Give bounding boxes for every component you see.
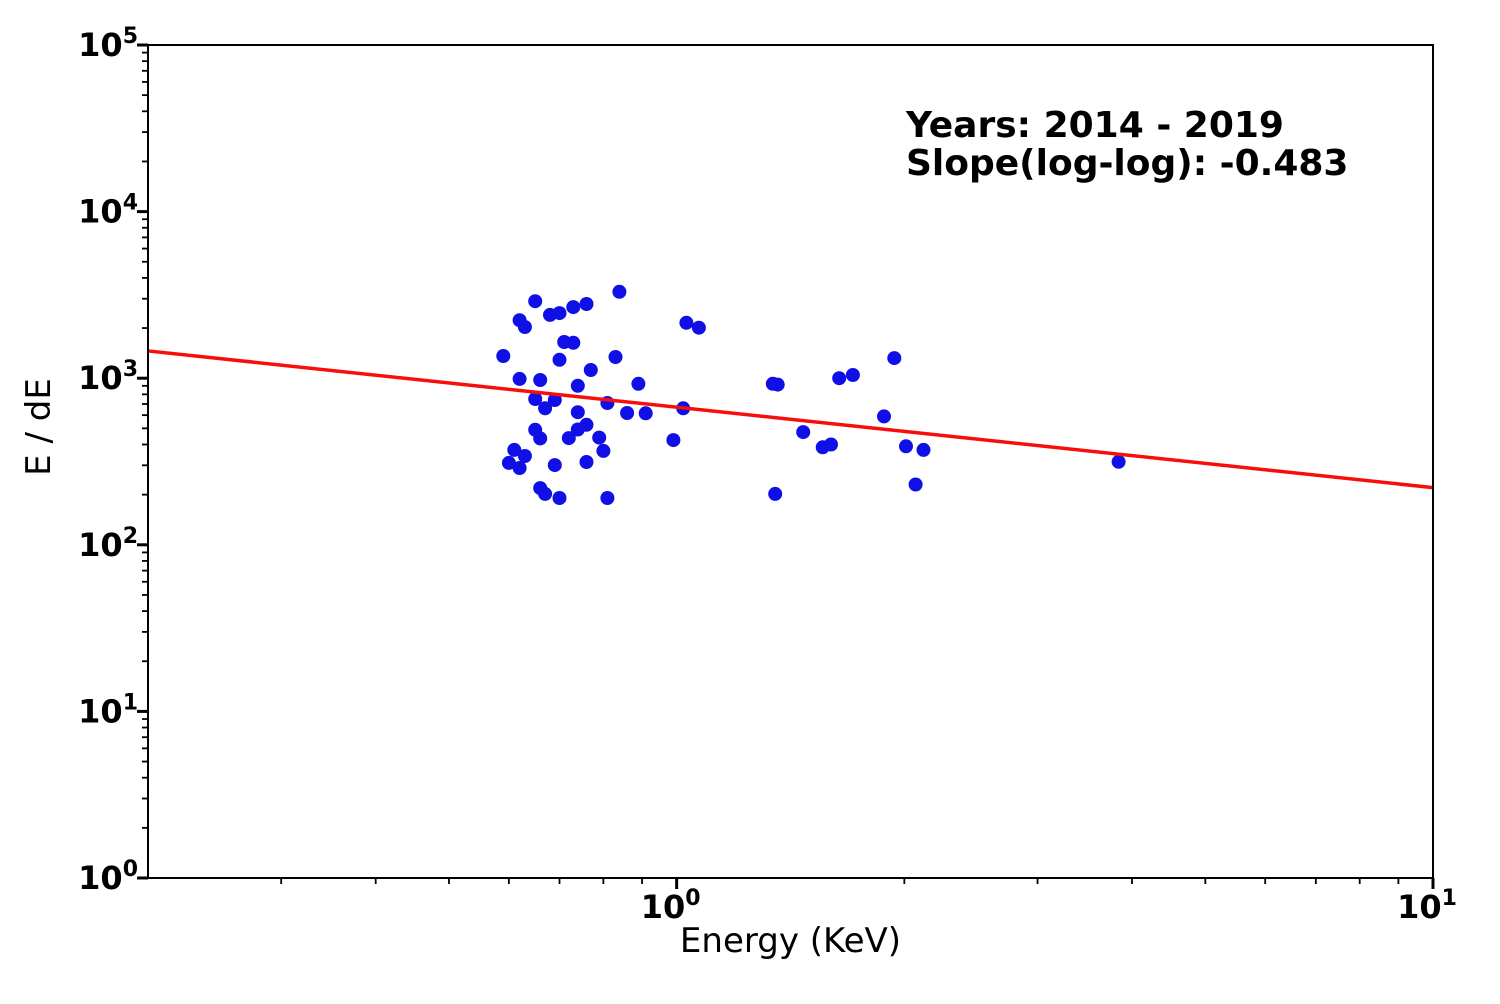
x-axis-label: Energy (KeV)	[680, 921, 901, 961]
scatter-point	[496, 349, 511, 363]
scatter-point	[608, 350, 623, 364]
x-tick-label: 101	[1397, 886, 1457, 926]
scatter-point	[507, 442, 522, 457]
scatter-point	[877, 409, 891, 424]
scatter-point	[666, 433, 681, 448]
scatter-point	[547, 458, 562, 473]
tick-exponent: 5	[123, 24, 138, 49]
scatter-point	[512, 461, 527, 475]
plot-border	[147, 44, 1434, 879]
scatter-point	[631, 376, 646, 391]
scatter-point	[533, 373, 548, 387]
scatter-point	[570, 378, 585, 393]
scatter-point	[832, 371, 847, 386]
scatter-point	[570, 405, 585, 420]
tick-exponent: 1	[1442, 886, 1457, 911]
scatter-point	[528, 392, 543, 406]
scatter-point	[566, 335, 581, 350]
scatter-point	[679, 315, 694, 330]
scatter-point	[596, 443, 611, 458]
scatter-point	[570, 422, 585, 437]
tick-exponent: 3	[123, 357, 138, 382]
y-tick-label: 104	[78, 191, 138, 231]
scatter-point	[620, 406, 635, 420]
scatter-point	[770, 377, 785, 392]
x-tick-label: 100	[641, 886, 701, 926]
scatter-point	[612, 284, 627, 299]
scatter-point	[796, 425, 811, 440]
scatter-point	[583, 363, 598, 377]
scatter-point	[552, 491, 567, 505]
scatter-point	[547, 393, 562, 407]
scatter-point	[1111, 454, 1126, 469]
y-tick-label: 105	[78, 24, 138, 64]
scatter-point	[517, 449, 532, 463]
major-ticks	[137, 43, 1435, 889]
scatter-point	[501, 455, 516, 470]
scatter-point	[566, 300, 581, 315]
annotation-slope: Slope(log-log): -0.483	[906, 143, 1348, 184]
scatter-point	[691, 320, 706, 335]
scatter-point	[561, 431, 576, 446]
scatter-point	[538, 486, 553, 501]
y-tick-label: 101	[78, 690, 138, 730]
tick-exponent: 0	[123, 857, 138, 882]
scatter-point	[592, 430, 607, 445]
scatter-point	[552, 352, 567, 367]
scatter-point	[845, 368, 860, 382]
scatter-point	[538, 401, 553, 416]
scatter-point	[887, 351, 902, 366]
tick-exponent: 4	[123, 191, 138, 216]
scatter-point	[638, 406, 653, 421]
annotation-years: Years: 2014 - 2019	[905, 105, 1284, 146]
scatter-point	[916, 442, 931, 457]
scatter-point	[908, 477, 923, 492]
scatter-point	[533, 431, 548, 446]
y-tick-label: 100	[78, 857, 138, 897]
scatter-point	[512, 371, 527, 386]
scatter-point	[517, 320, 532, 334]
tick-exponent: 0	[685, 886, 700, 911]
scatter-point	[768, 486, 783, 501]
scatter-point	[579, 297, 594, 311]
scatter-point	[528, 294, 543, 309]
tick-exponent: 1	[123, 690, 138, 715]
scatter-point	[899, 439, 913, 454]
y-tick-label: 103	[78, 357, 138, 397]
scatter-point	[579, 455, 594, 469]
fit-line	[147, 349, 1434, 490]
scatter-point	[552, 306, 567, 321]
scatter-point	[600, 491, 615, 505]
scatter-point	[824, 437, 838, 452]
y-axis-label: E / dE	[19, 378, 59, 476]
tick-exponent: 2	[123, 524, 138, 549]
y-tick-label: 102	[78, 524, 138, 564]
scatter-points	[496, 284, 1126, 505]
